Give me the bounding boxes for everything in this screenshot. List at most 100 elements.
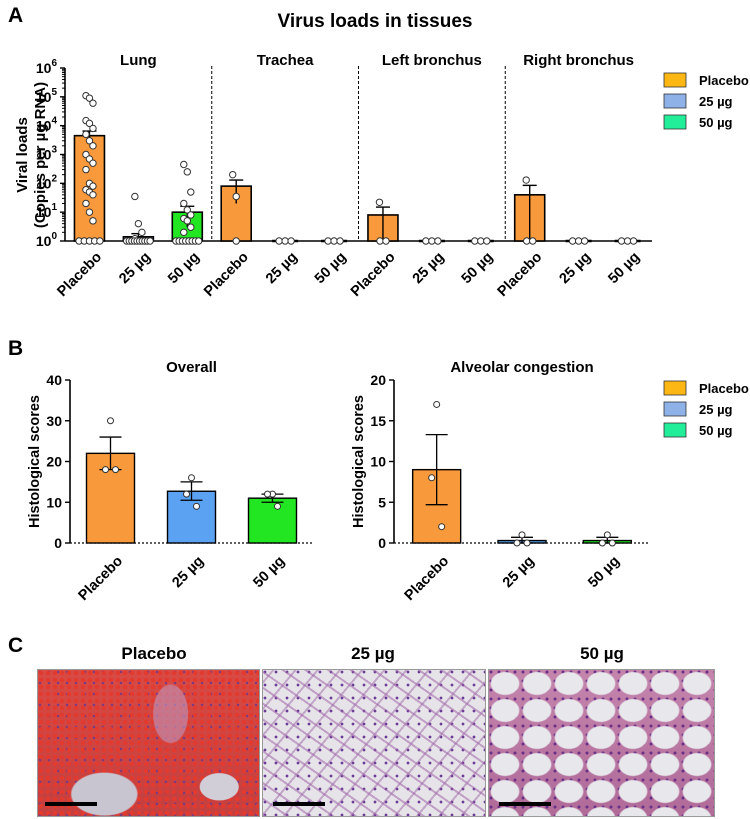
data-point	[89, 142, 97, 150]
data-point	[232, 192, 240, 201]
y-tick-label: 103	[36, 145, 58, 163]
data-point	[194, 237, 203, 245]
data-point	[183, 168, 191, 176]
histology-photo-25ug	[262, 669, 486, 817]
bar	[247, 497, 298, 544]
data-point	[89, 182, 97, 190]
photo-label: 50 µg	[580, 644, 624, 663]
y-tick-label: 0	[378, 535, 386, 551]
x-tick-label: 25 µg	[116, 249, 154, 287]
data-point	[330, 237, 338, 245]
chart-overall: Overall Histological scores 0 10 20 30 40 Place…	[27, 359, 313, 604]
y-tick-label: 104	[36, 116, 58, 134]
data-point	[422, 237, 430, 245]
data-point	[513, 539, 521, 547]
x-tick-label: 50 µg	[605, 249, 643, 287]
photo-label: Placebo	[121, 644, 186, 663]
data-point	[518, 531, 526, 539]
histology-photo-placebo	[37, 669, 260, 817]
data-point	[188, 474, 195, 482]
photo-label: 25 µg	[351, 644, 395, 663]
data-point	[146, 237, 154, 245]
bar	[220, 185, 253, 242]
x-tick-label: Placebo	[75, 553, 126, 604]
y-tick-label: 40	[46, 372, 62, 388]
data-point	[89, 99, 97, 107]
legend-swatch	[663, 380, 687, 396]
data-point	[85, 137, 94, 145]
chart-title: Virus loads in tissues	[277, 11, 472, 32]
data-point	[376, 237, 384, 245]
x-tick-label: 25 µg	[410, 249, 448, 287]
legend-label: Placebo	[699, 73, 749, 88]
data-point	[603, 531, 611, 539]
data-point	[85, 208, 94, 216]
legend-label: 25 µg	[699, 94, 733, 109]
group-label: Left bronchus	[382, 52, 482, 69]
x-tick-label: 25 µg	[263, 249, 301, 287]
data-point	[232, 237, 240, 245]
y-tick-label: 20	[370, 372, 386, 388]
y-tick-base: 10	[36, 89, 52, 105]
data-point	[85, 94, 94, 102]
legend-label: 25 µg	[699, 402, 733, 417]
data-point	[580, 237, 589, 245]
data-point	[89, 159, 97, 167]
data-point	[82, 130, 90, 139]
data-point	[598, 539, 606, 547]
y-axis-label: Histological scores	[351, 395, 367, 528]
y-axis-label: Histological scores	[27, 395, 43, 528]
data-point	[336, 237, 344, 245]
x-tick-label: 25 µg	[556, 249, 594, 287]
data-point	[522, 176, 530, 184]
data-point	[523, 237, 531, 245]
y-tick-base: 10	[36, 233, 52, 249]
scale-bar	[273, 802, 325, 806]
group-label: Lung	[120, 52, 157, 69]
panel-letter-b: B	[8, 337, 23, 360]
data-point	[229, 170, 237, 179]
data-point	[183, 490, 190, 498]
y-tick-exp: 0	[51, 231, 57, 242]
x-tick-label: Placebo	[402, 553, 453, 604]
x-tick-label: 25 µg	[500, 553, 538, 591]
data-point	[434, 237, 442, 245]
data-point	[134, 219, 143, 228]
x-tick-label: 50 µg	[165, 249, 203, 287]
data-point	[382, 237, 390, 245]
y-tick-label: 10	[370, 454, 386, 470]
y-tick-base: 10	[36, 147, 52, 163]
data-point	[617, 237, 626, 245]
y-tick-exp: 5	[51, 87, 57, 98]
legend-label: 50 µg	[699, 115, 733, 130]
data-point	[324, 237, 332, 245]
y-tick-exp: 1	[51, 202, 57, 213]
panel-letter-a: A	[8, 4, 23, 27]
panel-letter-c: C	[8, 634, 23, 657]
x-tick-label: Placebo	[54, 249, 105, 300]
y-tick-label: 106	[36, 58, 58, 76]
y-tick-label: 0	[54, 535, 62, 551]
data-point	[89, 217, 97, 225]
legend-swatch	[663, 93, 687, 109]
y-tick-label: 10	[46, 494, 62, 510]
data-point	[183, 217, 191, 225]
chart-alveolar-congestion: Alveolar congestion Histological scores 0 5…	[351, 359, 749, 604]
data-point	[131, 192, 139, 201]
x-tick-label: 50 µg	[250, 553, 288, 591]
y-tick-label: 5	[378, 494, 386, 510]
scale-bar	[45, 802, 97, 806]
y-tick-label: 101	[36, 202, 58, 220]
data-point	[428, 237, 436, 245]
data-point	[471, 237, 479, 245]
data-point	[629, 237, 638, 245]
legend-label: Placebo	[699, 381, 749, 396]
y-tick-base: 10	[36, 175, 52, 191]
data-point	[483, 237, 491, 245]
scale-bar	[499, 802, 551, 806]
chart-virus-loads: Virus loads in tissues Viral loads(Copies…	[14, 11, 749, 300]
group-label: Trachea	[257, 52, 314, 69]
data-point	[287, 237, 295, 245]
data-point	[281, 237, 289, 245]
